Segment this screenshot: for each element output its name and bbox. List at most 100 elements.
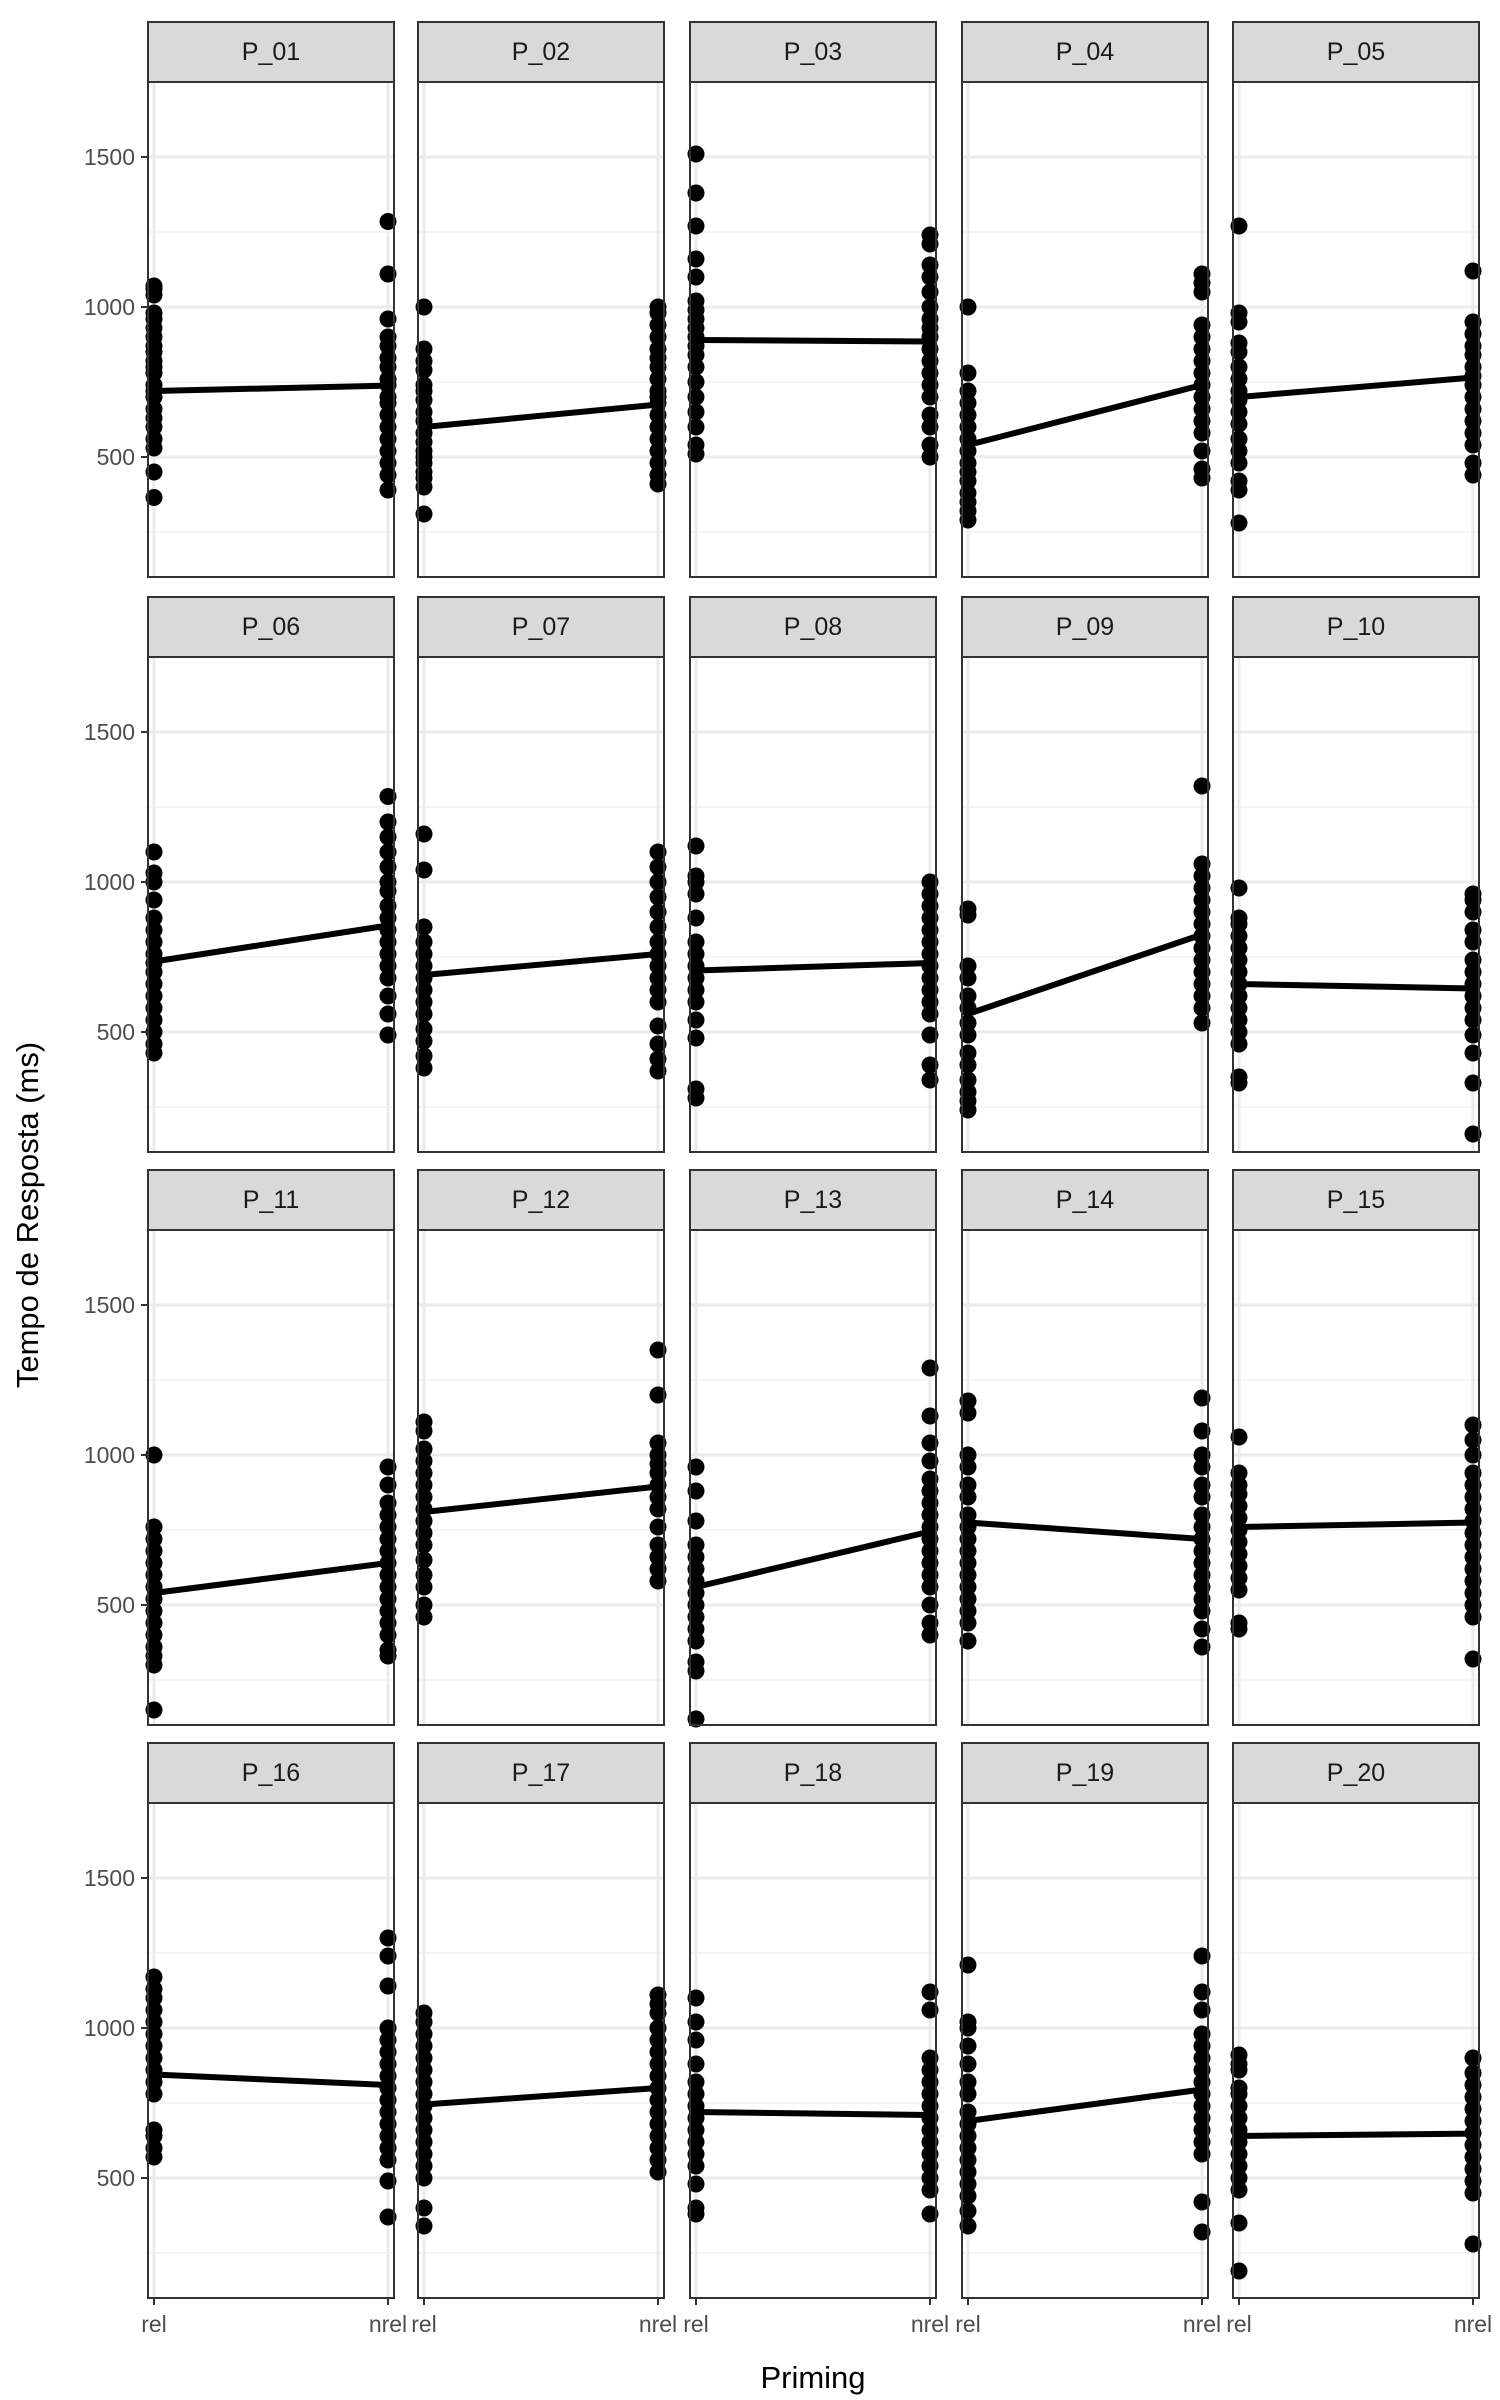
point-rel xyxy=(687,250,705,268)
point-nrel xyxy=(1193,328,1211,346)
point-rel xyxy=(959,1602,977,1620)
point-nrel xyxy=(379,945,397,963)
facet-panel-p_13: P_13 xyxy=(687,1169,939,1728)
point-nrel xyxy=(649,918,667,936)
point-nrel xyxy=(921,2133,939,2151)
point-nrel xyxy=(649,406,667,424)
point-rel xyxy=(687,436,705,454)
panel-background xyxy=(418,82,664,577)
point-rel xyxy=(145,1554,163,1572)
point-rel xyxy=(1230,217,1248,235)
point-nrel xyxy=(379,1494,397,1512)
point-nrel xyxy=(379,1614,397,1632)
point-nrel xyxy=(379,897,397,915)
y-tick-label: 500 xyxy=(97,1592,135,1618)
point-nrel xyxy=(1193,987,1211,1005)
point-nrel xyxy=(1193,442,1211,460)
mean-line xyxy=(1238,981,1474,992)
panel-background xyxy=(962,1230,1208,1725)
point-nrel xyxy=(1193,265,1211,283)
point-nrel xyxy=(1464,921,1482,939)
point-nrel xyxy=(1193,2133,1211,2151)
facet-panel-p_12: P_12 xyxy=(415,1169,667,1726)
point-nrel xyxy=(921,256,939,274)
facet-strip xyxy=(961,21,1209,83)
point-rel xyxy=(959,1083,977,1101)
point-nrel xyxy=(649,1560,667,1578)
point-rel xyxy=(1230,2181,1248,2199)
panel-background xyxy=(690,657,936,1152)
point-rel xyxy=(1230,1023,1248,1041)
y-tick-label: 500 xyxy=(97,1019,135,1045)
point-rel xyxy=(145,921,163,939)
point-rel xyxy=(959,1956,977,1974)
point-nrel xyxy=(379,442,397,460)
point-nrel xyxy=(379,1929,397,1947)
point-nrel xyxy=(1464,1431,1482,1449)
panel-border xyxy=(147,81,395,578)
point-nrel xyxy=(1464,1026,1482,1044)
point-nrel xyxy=(921,1452,939,1470)
point-rel xyxy=(959,1056,977,1074)
panel-border xyxy=(961,81,1209,578)
point-rel xyxy=(415,2037,433,2055)
point-nrel xyxy=(1464,1044,1482,1062)
panel-background xyxy=(148,1230,394,1725)
point-nrel xyxy=(649,2031,667,2049)
facet-strip xyxy=(689,1742,937,1804)
point-nrel xyxy=(921,2121,939,2139)
facet-strip-label: P_02 xyxy=(512,38,570,66)
point-nrel xyxy=(921,283,939,301)
point-rel xyxy=(959,2163,977,2181)
point-nrel xyxy=(379,349,397,367)
point-nrel xyxy=(379,2127,397,2145)
point-rel xyxy=(145,2121,163,2139)
point-nrel xyxy=(1464,1446,1482,1464)
point-nrel xyxy=(1464,933,1482,951)
point-rel xyxy=(415,1059,433,1077)
point-rel xyxy=(145,1530,163,1548)
point-nrel xyxy=(1193,1518,1211,1536)
point-nrel xyxy=(1193,1542,1211,1560)
point-nrel xyxy=(649,2163,667,2181)
point-nrel xyxy=(921,2145,939,2163)
point-nrel xyxy=(379,2091,397,2109)
point-rel xyxy=(1230,1581,1248,1599)
point-nrel xyxy=(1464,1548,1482,1566)
point-rel xyxy=(687,837,705,855)
point-rel xyxy=(959,1044,977,1062)
point-rel xyxy=(415,825,433,843)
point-rel xyxy=(687,1632,705,1650)
point-rel xyxy=(1230,1509,1248,1527)
point-nrel xyxy=(1193,2049,1211,2067)
facet-strip xyxy=(417,596,665,658)
point-rel xyxy=(959,1476,977,1494)
point-rel xyxy=(959,987,977,1005)
point-nrel xyxy=(649,873,667,891)
mean-line xyxy=(153,922,389,965)
point-rel xyxy=(415,2109,433,2127)
point-nrel xyxy=(1193,1554,1211,1572)
point-nrel xyxy=(921,1554,939,1572)
point-rel xyxy=(687,145,705,163)
point-nrel xyxy=(1464,400,1482,418)
point-nrel xyxy=(1464,2076,1482,2094)
point-rel xyxy=(1230,403,1248,421)
point-rel xyxy=(145,975,163,993)
point-rel xyxy=(145,1638,163,1656)
panel-border xyxy=(1232,1802,1480,2299)
facet-strip-label: P_09 xyxy=(1056,613,1114,641)
point-rel xyxy=(959,957,977,975)
y-tick-label: 1000 xyxy=(84,1442,135,1468)
point-nrel xyxy=(921,310,939,328)
point-nrel xyxy=(1464,987,1482,1005)
point-nrel xyxy=(1193,352,1211,370)
point-rel xyxy=(687,1620,705,1638)
point-nrel xyxy=(649,442,667,460)
point-nrel xyxy=(379,1458,397,1476)
point-nrel xyxy=(1193,2061,1211,2079)
point-nrel xyxy=(1193,975,1211,993)
point-nrel xyxy=(921,1578,939,1596)
point-rel xyxy=(959,2139,977,2157)
panel-border xyxy=(147,1802,395,2299)
